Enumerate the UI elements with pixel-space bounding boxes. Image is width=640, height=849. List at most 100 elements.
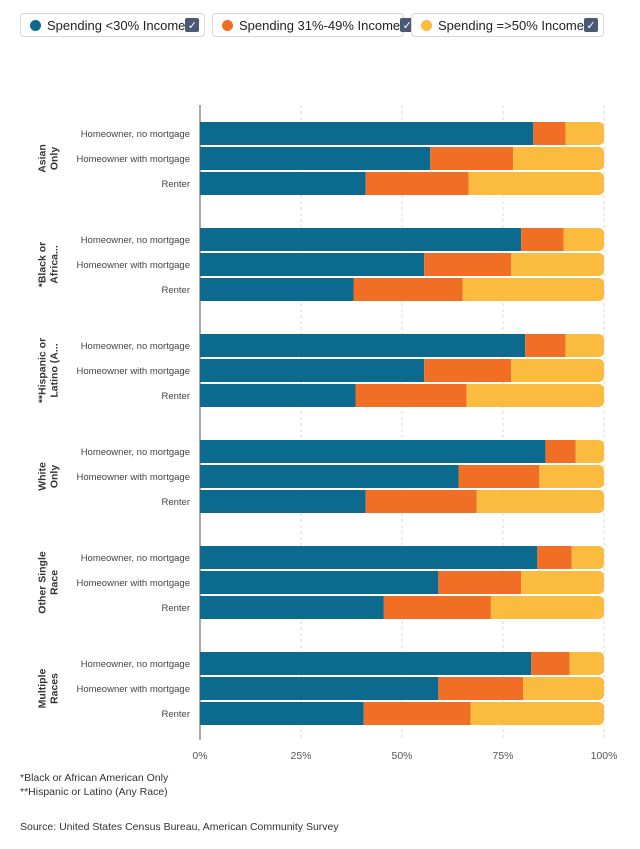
- group-label: WhiteOnly: [36, 462, 60, 491]
- bar-category-label: Renter: [161, 603, 190, 614]
- bar-segment-over-50: [466, 384, 604, 407]
- bar-segment-under-30: [200, 490, 366, 513]
- bar-segment-31-49: [383, 596, 491, 619]
- bar-segment-over-50: [571, 546, 604, 569]
- legend-label: Spending 31%-49% Income: [239, 17, 401, 33]
- bar-segment-31-49: [458, 465, 540, 488]
- bar-segment-over-50: [565, 122, 604, 145]
- bar-category-label: Homeowner with mortgage: [76, 684, 190, 695]
- bar-segment-over-50: [490, 596, 604, 619]
- bar-segment-31-49: [525, 334, 566, 357]
- group-label: Other SingleRace: [36, 551, 60, 614]
- bar-segment-under-30: [200, 122, 534, 145]
- bar-category-label: Homeowner, no mortgage: [81, 341, 190, 352]
- bar-segment-under-30: [200, 384, 356, 407]
- bar-category-label: Renter: [161, 285, 190, 296]
- footnotes: *Black or African American Only **Hispan…: [20, 771, 168, 799]
- footnote-hispanic: **Hispanic or Latino (Any Race): [20, 786, 168, 798]
- bar-segment-under-30: [200, 546, 538, 569]
- bar-segment-under-30: [200, 652, 532, 675]
- bar-category-label: Renter: [161, 391, 190, 402]
- x-tick-label: 100%: [591, 750, 618, 762]
- bar-segment-over-50: [563, 228, 604, 251]
- bar-category-label: Homeowner, no mortgage: [81, 447, 190, 458]
- bar-segment-under-30: [200, 147, 431, 170]
- legend-label: Spending <30% Income: [47, 17, 186, 33]
- bar-segment-31-49: [438, 677, 524, 700]
- bar-segment-31-49: [365, 490, 477, 513]
- bar-segment-over-50: [511, 359, 604, 382]
- bar-segment-under-30: [200, 571, 439, 594]
- bar-segment-over-50: [476, 490, 604, 513]
- bar-segment-31-49: [545, 440, 576, 463]
- bar-segment-under-30: [200, 334, 526, 357]
- legend-toggle-under-30[interactable]: Spending <30% Income ✓: [20, 13, 205, 37]
- bar-segment-over-50: [511, 253, 604, 276]
- bar-segment-over-50: [468, 172, 604, 195]
- bar-segment-31-49: [537, 546, 572, 569]
- bar-category-label: Homeowner with mortgage: [76, 578, 190, 589]
- bar-category-label: Homeowner, no mortgage: [81, 235, 190, 246]
- checkbox-checked-icon[interactable]: ✓: [400, 18, 415, 32]
- bar-category-label: Homeowner, no mortgage: [81, 129, 190, 140]
- bar-segment-over-50: [569, 652, 604, 675]
- bar-segment-over-50: [565, 334, 604, 357]
- bar-segment-under-30: [200, 596, 384, 619]
- group-label: **Hispanic orLatino (A...: [36, 338, 60, 403]
- bar-segment-under-30: [200, 228, 522, 251]
- bar-segment-31-49: [430, 147, 514, 170]
- bar-category-label: Homeowner, no mortgage: [81, 553, 190, 564]
- bar-segment-31-49: [363, 702, 471, 725]
- bar-segment-under-30: [200, 440, 546, 463]
- bar-segment-over-50: [521, 571, 604, 594]
- bar-category-label: Homeowner with mortgage: [76, 154, 190, 165]
- bar-category-label: Homeowner with mortgage: [76, 472, 190, 483]
- x-tick-label: 50%: [391, 750, 412, 762]
- legend-label: Spending =>50% Income: [438, 17, 584, 33]
- bar-segment-under-30: [200, 702, 364, 725]
- bar-segment-31-49: [424, 359, 512, 382]
- legend-swatch: [222, 19, 233, 31]
- legend-toggle-31-49[interactable]: Spending 31%-49% Income ✓: [212, 13, 415, 37]
- bar-segment-over-50: [462, 278, 604, 301]
- legend-swatch: [421, 19, 432, 31]
- bar-segment-under-30: [200, 172, 366, 195]
- bar-segment-31-49: [438, 571, 522, 594]
- bar-segment-31-49: [531, 652, 570, 675]
- bar-segment-31-49: [353, 278, 463, 301]
- x-tick-label: 0%: [192, 750, 207, 762]
- bar-segment-31-49: [365, 172, 469, 195]
- bar-segment-over-50: [523, 677, 604, 700]
- bar-segment-over-50: [470, 702, 604, 725]
- bar-segment-31-49: [424, 253, 512, 276]
- bar-segment-under-30: [200, 465, 459, 488]
- group-label: AsianOnly: [36, 144, 60, 173]
- footnote-black: *Black or African American Only: [20, 772, 169, 784]
- legend-toggle-over-50[interactable]: Spending =>50% Income ✓: [411, 13, 604, 37]
- checkbox-checked-icon[interactable]: ✓: [584, 18, 598, 32]
- bar-segment-over-50: [539, 465, 604, 488]
- bar-category-label: Renter: [161, 709, 190, 720]
- bar-segment-under-30: [200, 359, 425, 382]
- bar-segment-over-50: [575, 440, 604, 463]
- legend-swatch: [30, 19, 41, 31]
- checkbox-checked-icon[interactable]: ✓: [185, 18, 200, 32]
- bar-segment-31-49: [533, 122, 566, 145]
- source-note: Source: United States Census Bureau, Ame…: [20, 821, 339, 833]
- bar-segment-under-30: [200, 278, 354, 301]
- bar-category-label: Renter: [161, 179, 190, 190]
- stacked-bar-chart: 0% 25% 50% 75% 100% AsianOnly Homeowner, no mo…: [36, 105, 618, 762]
- bar-category-label: Homeowner with mortgage: [76, 366, 190, 377]
- group-label: MultipleRaces: [36, 669, 60, 709]
- bar-category-label: Homeowner, no mortgage: [81, 659, 190, 670]
- x-tick-label: 75%: [492, 750, 513, 762]
- bar-segment-31-49: [521, 228, 564, 251]
- bar-segment-under-30: [200, 677, 439, 700]
- x-tick-label: 25%: [290, 750, 311, 762]
- bar-segment-over-50: [513, 147, 604, 170]
- group-label: *Black orAfrica...: [36, 242, 60, 288]
- bar-segment-under-30: [200, 253, 425, 276]
- chart-legend: Spending <30% Income ✓ Spending 31%-49% …: [20, 13, 604, 37]
- bar-segment-31-49: [355, 384, 467, 407]
- bar-category-label: Renter: [161, 497, 190, 508]
